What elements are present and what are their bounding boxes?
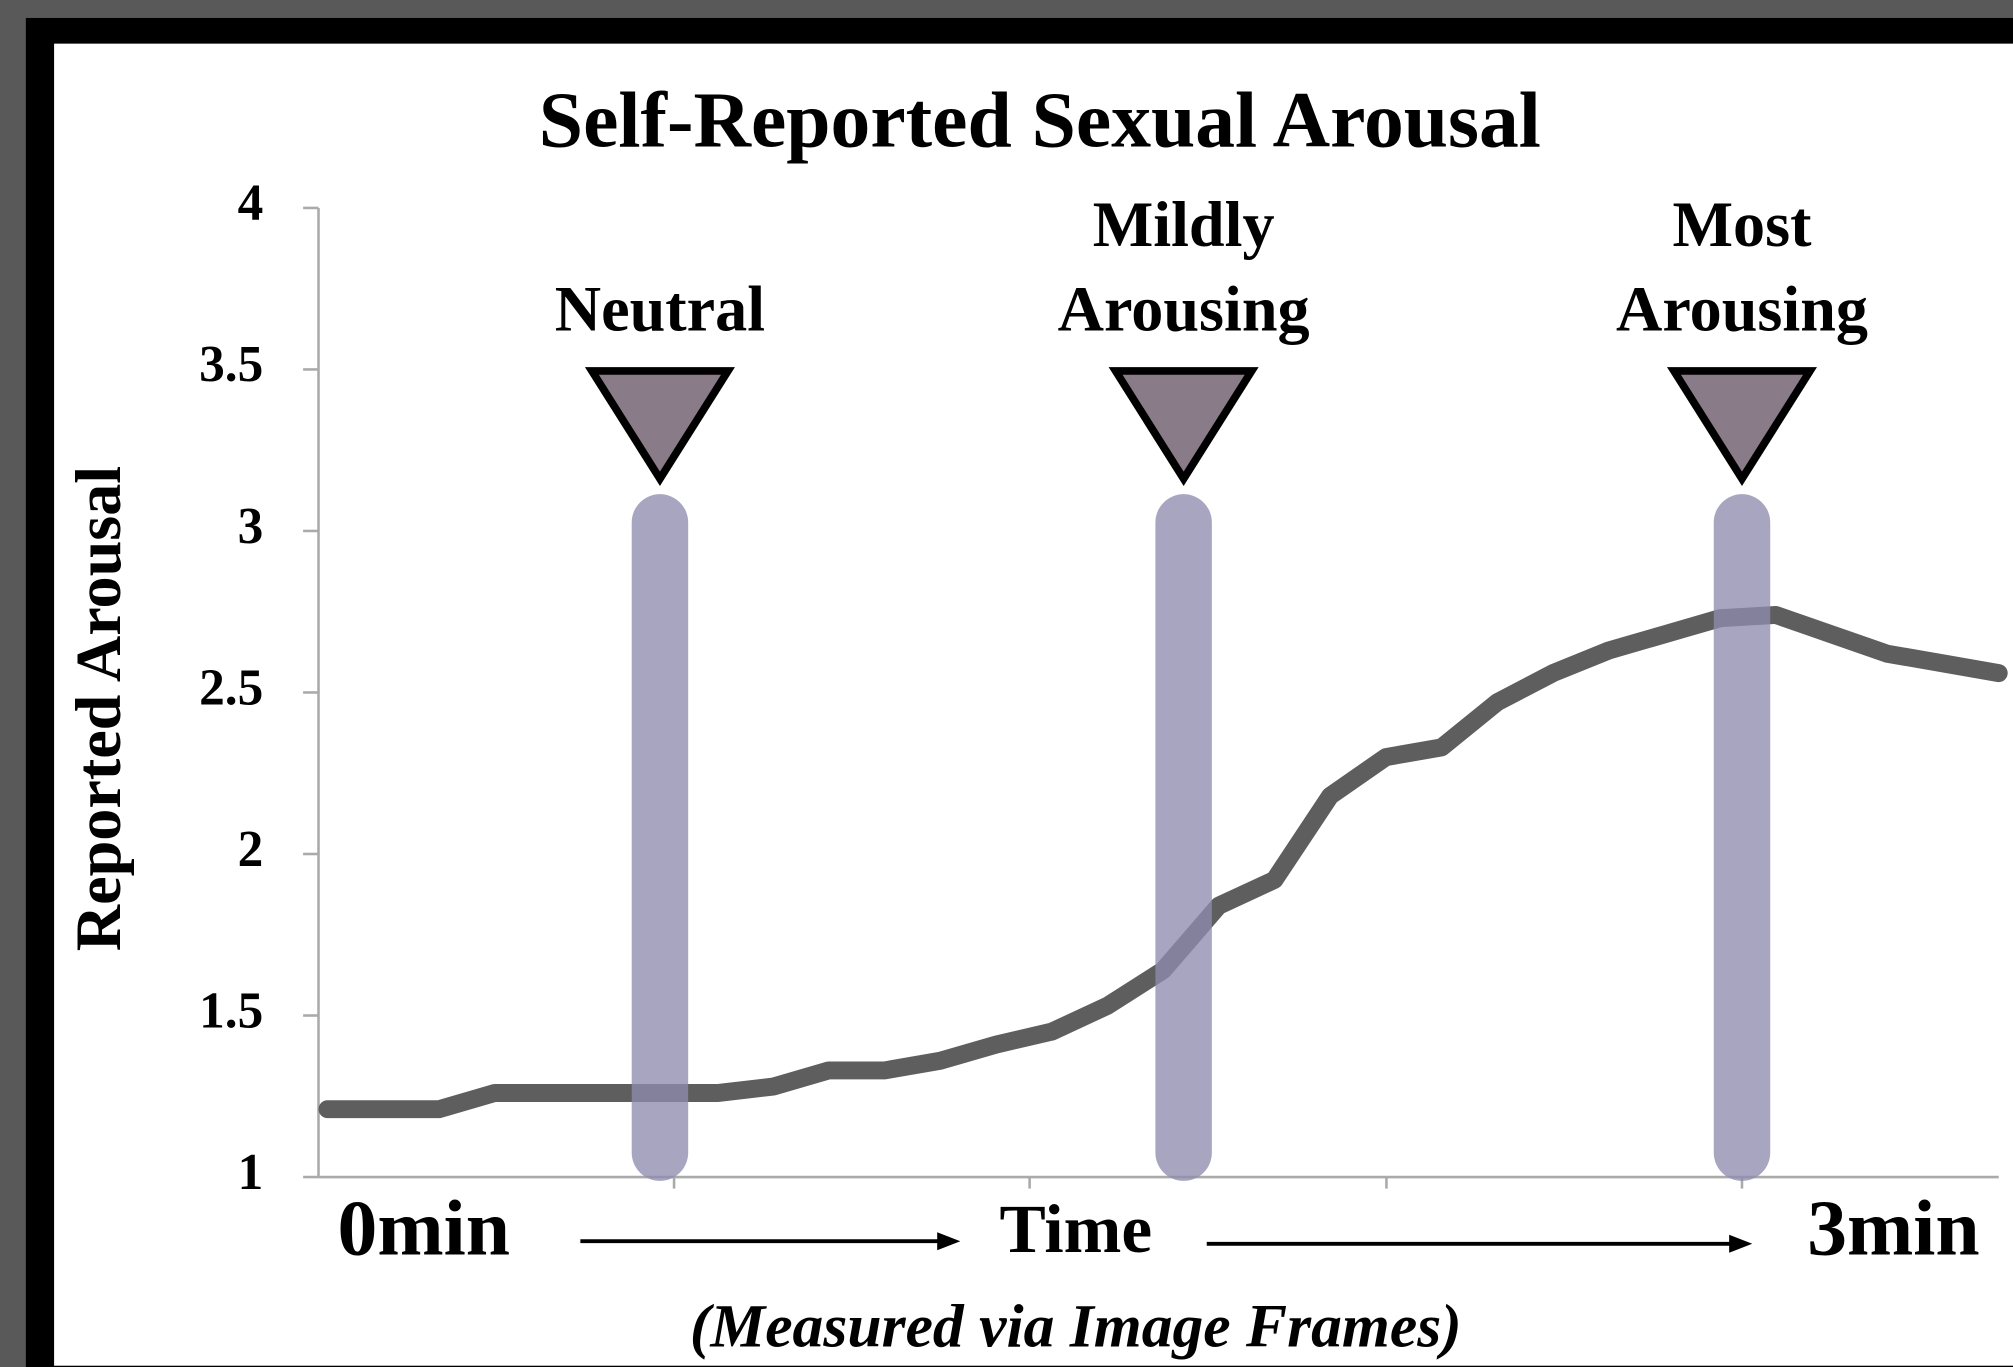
subtitle: (Measured via Image Frames) (690, 1292, 1462, 1360)
y-tick-label: 1 (238, 1144, 264, 1201)
event-label: Arousing (1058, 273, 1310, 344)
x-start-label: 0min (338, 1184, 510, 1272)
event-label: Most (1673, 189, 1813, 260)
arrow-head (937, 1232, 961, 1251)
event-bar (631, 494, 689, 1181)
y-tick-label: 4 (238, 175, 264, 232)
y-axis-label: Reported Arousal (63, 466, 134, 951)
y-tick-label: 3.5 (199, 336, 263, 393)
background (54, 43, 2013, 1366)
y-tick-label: 1.5 (199, 982, 263, 1039)
event-triangle (1666, 367, 1817, 486)
event-triangle (584, 367, 735, 486)
event-bar (1713, 494, 1771, 1181)
y-tick-label: 2 (238, 821, 264, 878)
x-end-label: 3min (1807, 1184, 1979, 1272)
event-triangle (1108, 367, 1259, 486)
arrow-head (1729, 1234, 1753, 1253)
event-bar (1155, 494, 1212, 1181)
event-label: Mildly (1093, 189, 1275, 260)
y-tick-label: 3 (238, 498, 264, 555)
event-label: Arousing (1616, 273, 1868, 344)
event-label: Neutral (555, 273, 765, 344)
x-axis-label: Time (999, 1190, 1152, 1267)
y-tick-label: 2.5 (199, 659, 263, 716)
chart-title: Self-Reported Sexual Arousal (539, 77, 1541, 165)
